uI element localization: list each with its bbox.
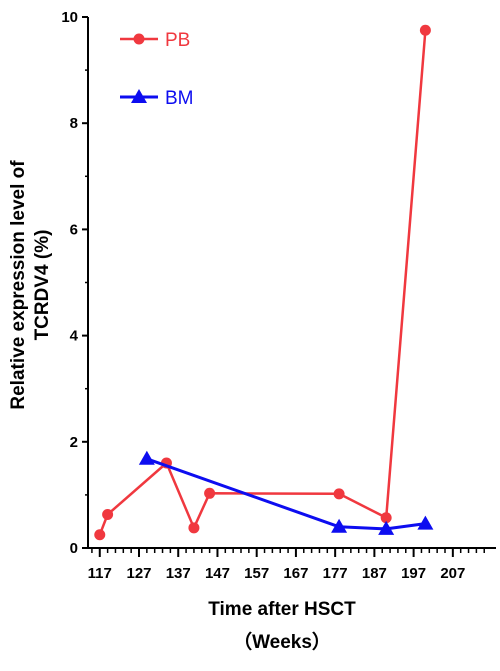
- x-axis-ticks: 117 127 137 147 157 167 177 187 197 207: [88, 548, 465, 582]
- series-line-bm: [146, 457, 426, 531]
- y-axis-title-line2: TCRDV4 (%): [32, 230, 53, 341]
- x-tick-label: 137: [166, 565, 191, 582]
- data-point-bm: [331, 518, 348, 533]
- y-tick-label: 4: [70, 328, 79, 345]
- x-tick-label: 147: [205, 565, 230, 582]
- x-tick-label: 157: [244, 565, 269, 582]
- data-point-bm: [138, 450, 155, 465]
- x-minor-ticks: [91, 548, 485, 553]
- x-tick-label: 177: [323, 565, 348, 582]
- data-point-pb: [333, 488, 345, 500]
- legend-marker: [133, 33, 145, 45]
- x-tick-label: 187: [362, 565, 387, 582]
- series-line-pb: [98, 30, 427, 536]
- data-point-pb: [102, 509, 114, 521]
- data-point-pb: [204, 487, 216, 499]
- legend-label: BM: [165, 88, 194, 109]
- y-tick-label: 2: [70, 434, 78, 451]
- data-point-bm: [417, 515, 434, 530]
- y-tick-label: 0: [70, 540, 78, 557]
- x-tick-label: 117: [88, 565, 112, 582]
- series-pb: [94, 24, 431, 541]
- x-axis-unit: （Weeks）: [233, 630, 331, 653]
- x-axis-title: Time after HSCT: [208, 599, 356, 620]
- data-point-bm: [378, 520, 395, 535]
- y-axis-title: Relative expression level of: [8, 160, 29, 410]
- y-axis-ticks: 0 2 4 6 8 10: [61, 9, 88, 557]
- data-point-pb: [380, 512, 392, 524]
- y-tick-label: 8: [70, 115, 78, 132]
- x-tick-label: 207: [440, 565, 465, 582]
- x-tick-label: 167: [283, 565, 308, 582]
- x-tick-label: 197: [401, 565, 426, 582]
- legend-marker: [131, 89, 147, 103]
- legend: PB BM: [120, 30, 194, 109]
- data-point-pb: [419, 24, 431, 36]
- legend-item-pb: PB: [120, 30, 190, 51]
- data-point-pb: [94, 529, 106, 541]
- series-bm: [138, 450, 434, 535]
- series-layer: [94, 24, 434, 541]
- legend-label: PB: [165, 30, 190, 51]
- data-point-pb: [188, 522, 200, 534]
- y-tick-label: 10: [61, 9, 78, 26]
- legend-item-bm: BM: [120, 88, 194, 109]
- x-tick-label: 127: [126, 565, 151, 582]
- y-tick-label: 6: [70, 221, 78, 238]
